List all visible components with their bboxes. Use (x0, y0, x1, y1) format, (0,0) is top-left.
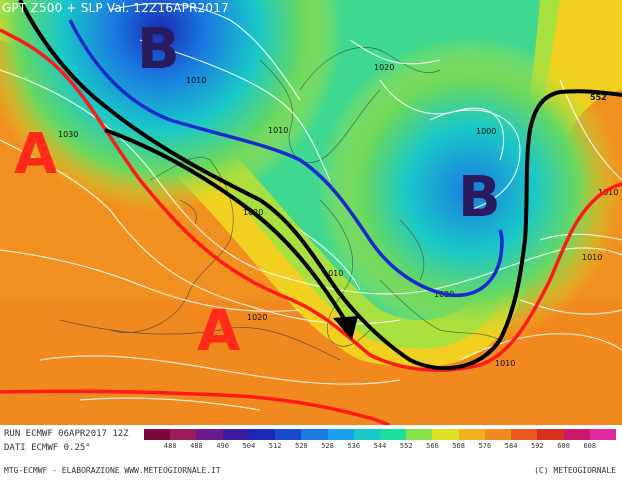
colorbar-swatch (563, 429, 590, 440)
colorbar-swatch (458, 429, 485, 440)
isobar-label: 1010 (495, 359, 515, 368)
colorbar-tick-label: 488 (190, 442, 203, 450)
colorbar-tick-label: 552 (399, 442, 413, 450)
geopotential-label: 552 (590, 93, 607, 102)
isobar-label: 1010 (186, 76, 206, 85)
colorbar-swatch (379, 429, 407, 440)
isobar-label: 1010 (268, 126, 288, 135)
run-info: RUN ECMWF 06APR2017 12Z (4, 429, 129, 439)
colorbar-swatch (511, 429, 538, 440)
isobars (0, 2, 622, 411)
map-svg: 1010 1020 1010 1030 1020 1000 1020 1010 … (0, 0, 622, 425)
ridge-line-north (0, 28, 622, 372)
colorbar-tick-label: 608 (583, 442, 597, 450)
low-pressure-label-e: B (458, 165, 501, 230)
credit-right: (C) METEOGIORNALE (534, 466, 616, 475)
colorbar-tick-label: 504 (242, 442, 256, 450)
colorbar-tick-label: 600 (557, 442, 570, 450)
data-source: DATI ECMWF 0.25° (4, 443, 91, 453)
weather-map: 1010 1020 1010 1030 1020 1000 1020 1010 … (0, 0, 622, 425)
colorbar-labels: 480 488 496 504 512 520 528 536 544 552 560 568 576 5… (144, 442, 616, 452)
credit-left: MTG-ECMWF - ELABORAZIONE WWW.METEOGIORNA… (4, 466, 221, 475)
colorbar-tick-label: 512 (268, 442, 282, 450)
colorbar-tick-label: 544 (373, 442, 387, 450)
colorbar-swatch (327, 429, 354, 440)
low-pressure-label-nw: B (137, 17, 180, 82)
high-pressure-label-s: A (197, 299, 241, 364)
map-footer: RUN ECMWF 06APR2017 12Z DATI ECMWF 0.25°… (0, 425, 622, 480)
colorbar-swatch (275, 429, 302, 440)
colorbar-swatch (144, 429, 171, 440)
colorbar-swatch (301, 429, 328, 440)
colorbar-tick-label: 520 (295, 442, 308, 450)
isobar-label: 1010 (582, 253, 602, 262)
colorbar-tick-label: 496 (216, 442, 229, 450)
colorbar-swatch (406, 429, 433, 440)
colorbar-swatch (222, 429, 249, 440)
isobar-label: 1010 (323, 269, 343, 278)
trough-line (68, 19, 504, 297)
isobar-label: 1010 (598, 188, 618, 197)
colorbar (144, 429, 616, 440)
ridge-line-south (0, 389, 391, 425)
colorbar-tick-label: 480 (163, 442, 177, 450)
colorbar-swatch (589, 429, 616, 440)
low-e-gradient (0, 0, 622, 425)
colorbar-swatch (196, 429, 223, 440)
isobar-label: 1020 (374, 63, 394, 72)
colorbar-tick-label: 536 (347, 442, 361, 450)
flow-arrow-head (333, 316, 358, 340)
colorbar-tick-label: 592 (531, 442, 544, 450)
colorbar-tick-label: 584 (504, 442, 518, 450)
colorbar-tick-label: 568 (452, 442, 465, 450)
colorbar-tick-label: 528 (321, 442, 334, 450)
colorbar-swatch (537, 429, 564, 440)
isobar-label: 1000 (476, 127, 496, 136)
isobar-label: 1020 (247, 313, 267, 322)
flow-arrow-shaft (104, 128, 347, 322)
coastlines (59, 47, 501, 361)
colorbar-tick-label: 560 (426, 442, 439, 450)
colorbar-swatch (248, 429, 276, 440)
high-pressure-label-w: A (14, 122, 58, 187)
contour-552-line (18, 0, 622, 371)
map-title: GPT Z500 + SLP Val. 12Z16APR2017 (2, 1, 229, 15)
isobar-label: 1030 (58, 130, 78, 139)
colorbar-swatch (353, 429, 380, 440)
colorbar-swatch (432, 429, 459, 440)
colorbar-swatch (484, 429, 512, 440)
colorbar-swatch (170, 429, 197, 440)
colorbar-tick-label: 576 (478, 442, 492, 450)
